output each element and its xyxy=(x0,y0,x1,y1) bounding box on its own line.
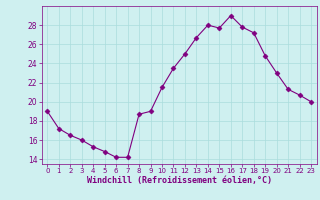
X-axis label: Windchill (Refroidissement éolien,°C): Windchill (Refroidissement éolien,°C) xyxy=(87,176,272,185)
